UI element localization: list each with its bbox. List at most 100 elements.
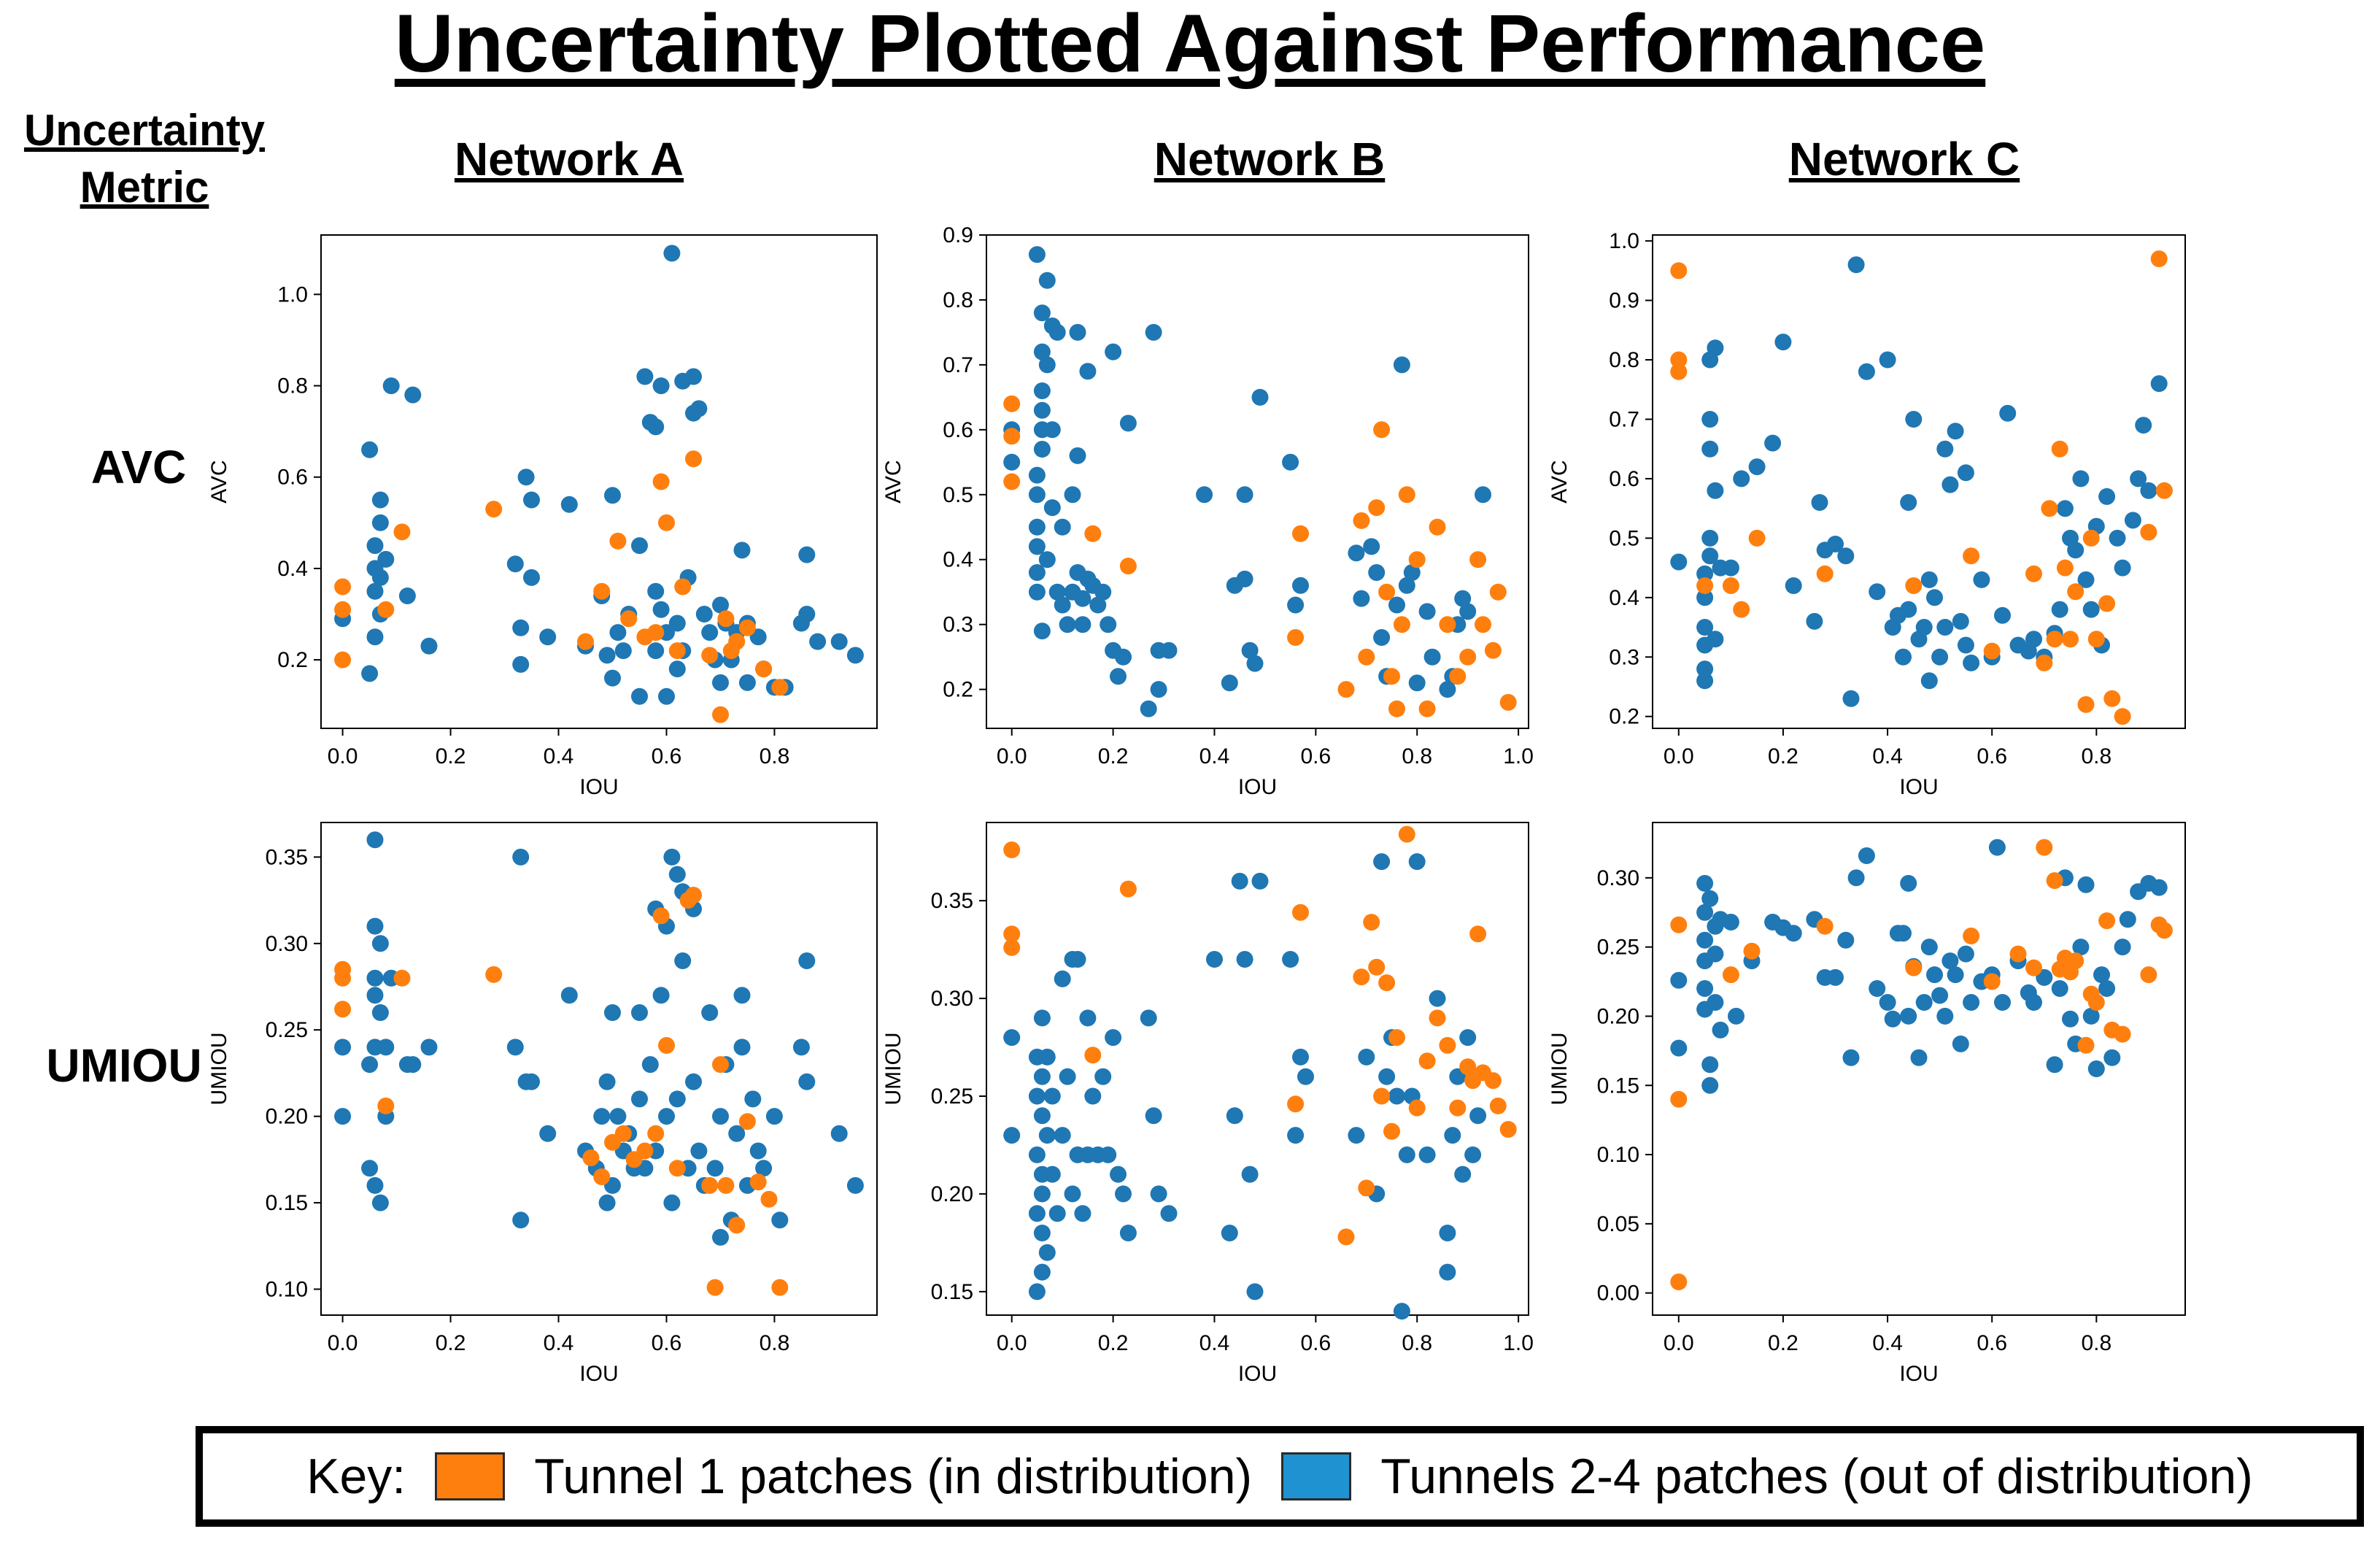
data-point-orange: [1368, 499, 1386, 517]
data-point-orange: [485, 966, 503, 983]
data-point-blue: [631, 687, 648, 705]
data-point-orange: [334, 651, 352, 669]
data-point-orange: [2009, 945, 2027, 963]
x-tick-label: 0.0: [997, 1331, 1027, 1355]
data-point-orange: [771, 679, 789, 696]
data-point-orange: [760, 1190, 778, 1208]
data-point-orange: [2140, 966, 2157, 984]
data-point-orange: [738, 1113, 756, 1130]
data-point-orange: [614, 1125, 632, 1142]
data-point-blue: [728, 1125, 746, 1142]
data-point-blue: [668, 660, 686, 678]
data-point-blue: [1429, 990, 1446, 1007]
data-point-blue: [366, 537, 384, 555]
data-point-blue: [1905, 411, 1923, 428]
y-tick-label: 0.10: [266, 1277, 308, 1301]
data-point-blue: [1926, 589, 1943, 606]
data-point-blue: [1033, 304, 1051, 322]
y-tick-label: 0.6: [1609, 467, 1639, 491]
data-point-blue: [1469, 1107, 1487, 1125]
data-point-blue: [1701, 547, 1719, 565]
x-tick-label: 1.0: [1503, 1331, 1534, 1355]
data-point-orange: [1670, 363, 1688, 380]
data-point-orange: [485, 501, 503, 518]
data-point-blue: [2114, 939, 2131, 956]
data-point-blue: [1069, 447, 1086, 464]
data-point-orange: [334, 601, 352, 618]
data-point-blue: [1670, 971, 1688, 989]
data-point-blue: [2072, 939, 2090, 956]
data-point-blue: [1439, 1225, 1456, 1241]
y-tick-label: 0.00: [1597, 1282, 1639, 1306]
data-point-orange: [1418, 1052, 1436, 1070]
data-point-blue: [2098, 488, 2116, 505]
data-point-blue: [523, 569, 540, 586]
data-point-blue: [593, 1108, 611, 1125]
data-point-orange: [1287, 629, 1305, 646]
data-point-blue: [755, 1160, 773, 1177]
data-point-blue: [1043, 1166, 1061, 1183]
data-point-blue: [1119, 415, 1137, 432]
data-point-orange: [2051, 440, 2068, 458]
data-point-blue: [2140, 482, 2157, 499]
data-point-orange: [1722, 577, 1739, 594]
data-point-orange: [334, 1001, 352, 1018]
data-point-blue: [1140, 700, 1157, 717]
data-point-orange: [738, 619, 756, 636]
data-point-orange: [1373, 421, 1391, 439]
data-point-orange: [1499, 693, 1517, 711]
data-point-orange: [593, 1168, 611, 1185]
data-point-blue: [1785, 577, 1802, 594]
x-axis-label: IOU: [1899, 1362, 1938, 1386]
data-point-blue: [1196, 486, 1213, 504]
chart-c-avc: 0.0 0.2 0.4 0.6 0.8 0.2 0.3 0.4 0.5 0.6 0.7 0.8 0.9 1…: [1548, 229, 2186, 799]
data-point-blue: [1915, 994, 1933, 1011]
data-point-blue: [663, 848, 681, 866]
data-point-orange: [2140, 523, 2157, 541]
data-point-blue: [604, 487, 621, 504]
data-point-orange: [1388, 1029, 1405, 1047]
data-point-blue: [1847, 256, 1865, 274]
x-tick-label: 0.0: [1664, 744, 1694, 768]
data-point-blue: [1038, 551, 1056, 569]
data-point-blue: [1033, 441, 1051, 458]
data-point-blue: [1733, 470, 1750, 488]
plot-frame-b-avc: [986, 234, 1529, 729]
data-point-blue: [1038, 1048, 1056, 1066]
data-point-orange: [2150, 250, 2168, 268]
data-point-blue: [1003, 1127, 1021, 1144]
data-point-blue: [512, 848, 530, 866]
x-tick-label: 0.4: [1199, 1331, 1230, 1355]
data-point-blue: [1292, 1048, 1309, 1066]
data-point-blue: [361, 441, 379, 458]
network-a-title: Network A: [454, 133, 684, 185]
data-point-orange: [2025, 959, 2042, 976]
data-point-blue: [2098, 980, 2116, 997]
data-point-blue: [2051, 601, 2068, 618]
data-point-orange: [755, 660, 773, 678]
x-axis-label: IOU: [1899, 775, 1938, 799]
data-point-orange: [377, 1097, 395, 1114]
data-point-blue: [506, 555, 524, 573]
x-tick-label: 0.4: [1199, 744, 1230, 768]
data-point-orange: [609, 532, 627, 550]
data-point-blue: [1110, 668, 1127, 685]
data-point-blue: [361, 665, 379, 682]
data-point-blue: [2056, 500, 2074, 517]
chart-b-avc: 0.0 0.2 0.4 0.6 0.8 1.0 0.2 0.3 0.4 0.5 0.6 0.7 0.8 0…: [881, 223, 1534, 799]
data-point-blue: [1952, 612, 1969, 630]
data-point-orange: [1469, 551, 1487, 569]
y-tick-label: 0.3: [943, 613, 973, 637]
data-point-orange: [2114, 1025, 2131, 1043]
data-point-blue: [652, 601, 670, 618]
data-point-blue: [1033, 1185, 1051, 1203]
legend-entry-tunnel-1: Tunnel 1 patches (in distribution): [435, 1448, 1252, 1505]
data-point-blue: [523, 1073, 540, 1090]
data-point-blue: [512, 1211, 530, 1229]
data-point-blue: [1393, 1303, 1410, 1320]
data-point-orange: [658, 514, 675, 531]
data-point-blue: [1348, 544, 1365, 562]
legend-label-tunnel-1: Tunnel 1 patches (in distribution): [534, 1449, 1253, 1504]
data-point-orange: [1963, 928, 1980, 944]
data-point-blue: [749, 1142, 767, 1160]
